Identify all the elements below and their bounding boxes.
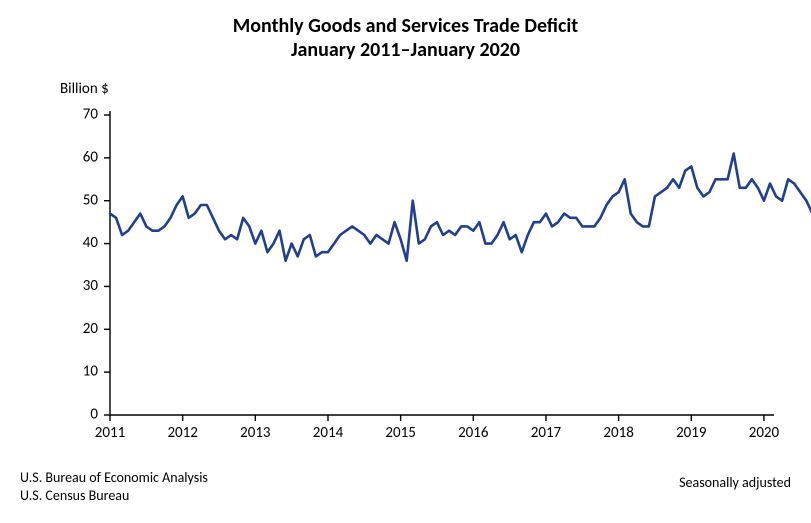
deficit-line [110, 154, 811, 261]
x-tick-label: 2018 [603, 424, 633, 442]
y-axis-title: Billion $ [60, 80, 109, 98]
y-tick-label: 50 [83, 191, 99, 209]
x-tick-label: 2020 [749, 424, 780, 442]
source-attribution: U.S. Bureau of Economic Analysis U.S. Ce… [20, 469, 208, 505]
x-tick-label: 2012 [167, 424, 197, 442]
x-tick-label: 2014 [313, 424, 344, 442]
y-tick-label: 70 [83, 106, 99, 124]
y-tick-label: 60 [83, 148, 99, 166]
trade-deficit-chart: Monthly Goods and Services Trade Deficit… [0, 0, 811, 523]
x-tick-label: 2016 [458, 424, 489, 442]
source-line1: U.S. Bureau of Economic Analysis [20, 469, 208, 487]
x-tick-label: 2015 [385, 424, 415, 442]
x-tick-label: 2013 [240, 424, 271, 442]
y-tick-label: 40 [83, 234, 99, 252]
y-tick-label: 30 [83, 277, 99, 295]
source-line2: U.S. Census Bureau [20, 487, 208, 505]
x-tick-label: 2011 [95, 424, 125, 442]
chart-svg: 0 10 20 30 40 50 60 70 2011 2012 2013 2014 2015 2016 2… [0, 0, 811, 523]
y-tick-label: 20 [83, 320, 99, 338]
x-tick-label: 2019 [676, 424, 707, 442]
y-tick-label: 0 [90, 406, 98, 424]
seasonal-adjust-note: Seasonally adjusted [679, 474, 791, 491]
x-tick-label: 2017 [531, 424, 562, 442]
y-tick-label: 10 [83, 363, 99, 381]
